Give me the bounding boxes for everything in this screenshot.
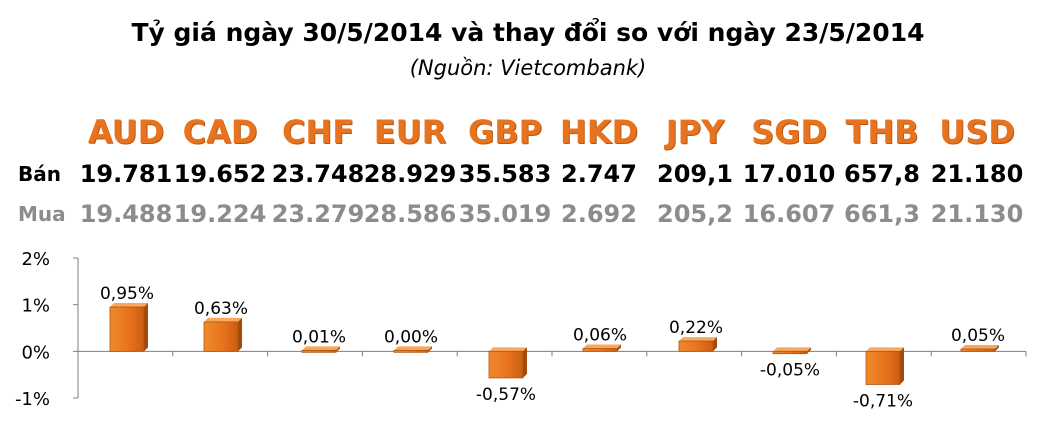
sell-rate-usd: 21.180 (930, 160, 1024, 188)
buy-rate-row: Mua 19.488 19.224 23.279 28.586 35.019 2.692 2… (0, 196, 1056, 236)
bar-top-face (110, 303, 148, 307)
change-bar-chart: 2% 1% 0% -1% 0,95% 0,63% 0,01% 0,00% -0,57% 0,06… (15, 249, 1027, 411)
data-label-gbp: -0,57% (476, 385, 536, 405)
currency-code-aud: AUD (87, 113, 165, 151)
data-label-aud: 0,95% (100, 284, 154, 304)
bar-side-face (807, 347, 811, 354)
currency-code-sgd: SGD (751, 113, 827, 151)
bar-front-face (393, 349, 429, 353)
buy-rate-sgd: 16.607 (742, 200, 836, 228)
buy-rate-jpy: 205,2 (657, 200, 733, 228)
bar-top-face (583, 344, 621, 349)
bar-side-face (713, 337, 717, 352)
y-tick-label: 1% (21, 296, 50, 317)
currency-code-chf: CHF (281, 113, 355, 151)
currency-code-row: AUD CAD CHF EUR GBP HKD JPY SGD THB USD (0, 108, 1056, 156)
bar-eur (393, 346, 432, 353)
bar-side-face (523, 347, 527, 378)
currency-code-eur: EUR (373, 113, 447, 151)
sell-rate-thb: 657,8 (844, 160, 920, 188)
bar-side-face (428, 346, 432, 353)
bar-aud (109, 303, 148, 352)
data-label-usd: 0,05% (951, 326, 1005, 346)
bar-top-face (204, 317, 242, 322)
bar-chf (301, 346, 340, 353)
buy-rate-chf: 23.279 (271, 200, 365, 228)
currency-code-thb: THB (845, 113, 919, 151)
sell-rate-row: Bán 19.781 19.652 23.748 28.929 35.583 2.747 2… (0, 156, 1056, 196)
bar-thb (865, 347, 904, 385)
data-label-cad: 0,63% (194, 299, 248, 319)
bar-front-face (203, 321, 239, 352)
bar-top-face (394, 346, 432, 351)
bar-cad (203, 317, 242, 352)
bar-side-face (336, 346, 340, 353)
chart-source: (Nguồn: Vietcombank) (409, 56, 647, 80)
bar-usd (960, 345, 999, 352)
sell-rate-jpy: 209,1 (657, 160, 733, 188)
sell-rate-cad: 19.652 (173, 160, 267, 188)
sell-rate-eur: 28.929 (363, 160, 457, 188)
buy-rate-gbp: 35.019 (458, 200, 552, 228)
y-tick-label: 2% (21, 249, 50, 270)
currency-code-gbp: GBP (467, 113, 543, 151)
sell-rate-chf: 23.748 (271, 160, 365, 188)
data-label-chf: 0,01% (292, 327, 346, 347)
sell-rate-hkd: 2.747 (561, 160, 637, 188)
data-label-jpy: 0,22% (669, 318, 723, 338)
currency-code-usd: USD (939, 113, 1015, 151)
bar-front-face (772, 350, 808, 355)
bar-front-face (960, 348, 996, 352)
bar-side-face (995, 345, 999, 352)
bar-jpy (678, 337, 717, 352)
bar-side-face (144, 303, 148, 352)
data-label-eur: 0,00% (384, 327, 438, 347)
y-tick-label: -1% (15, 389, 50, 410)
data-label-hkd: 0,06% (573, 326, 627, 346)
bar-front-face (109, 306, 145, 352)
bar-sgd (772, 347, 811, 355)
bar-top-face (961, 345, 999, 349)
bar-front-face (865, 350, 901, 385)
bar-top-face (866, 347, 904, 352)
bar-side-face (617, 344, 621, 352)
data-label-thb: -0,71% (853, 391, 913, 411)
currency-code-jpy: JPY (665, 113, 725, 151)
buy-rate-aud: 19.488 (79, 200, 173, 228)
bar-front-face (488, 350, 524, 379)
bar-top-face (302, 346, 340, 351)
bar-hkd (582, 344, 621, 352)
bar-front-face (678, 340, 714, 352)
bar-side-face (900, 347, 904, 385)
bar-front-face (582, 348, 618, 352)
bar-gbp (488, 347, 527, 379)
sell-label: Bán (18, 162, 61, 186)
buy-rate-thb: 661,3 (844, 200, 920, 228)
bar-top-face (773, 347, 811, 352)
currency-code-cad: CAD (182, 113, 258, 151)
bar-front-face (301, 349, 337, 353)
sell-rate-gbp: 35.583 (458, 160, 552, 188)
bar-top-face (489, 347, 527, 352)
sell-rate-aud: 19.781 (79, 160, 173, 188)
buy-rate-cad: 19.224 (173, 200, 267, 228)
buy-label: Mua (18, 202, 66, 226)
y-tick-label: 0% (21, 342, 50, 363)
currency-code-hkd: HKD (559, 113, 639, 151)
buy-rate-hkd: 2.692 (561, 200, 637, 228)
bar-top-face (679, 337, 717, 342)
buy-rate-usd: 21.130 (930, 200, 1024, 228)
bar-side-face (238, 317, 242, 352)
sell-rate-sgd: 17.010 (742, 160, 836, 188)
data-label-sgd: -0,05% (760, 361, 820, 381)
buy-rate-eur: 28.586 (363, 200, 457, 228)
chart-title: Tỷ giá ngày 30/5/2014 và thay đổi so với… (131, 18, 925, 47)
